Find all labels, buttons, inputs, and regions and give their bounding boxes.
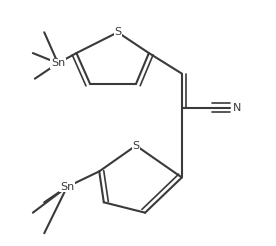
- Text: N: N: [233, 103, 242, 113]
- Text: Sn: Sn: [51, 58, 65, 68]
- Text: S: S: [114, 27, 121, 37]
- Text: Sn: Sn: [60, 182, 74, 192]
- Text: S: S: [132, 140, 140, 151]
